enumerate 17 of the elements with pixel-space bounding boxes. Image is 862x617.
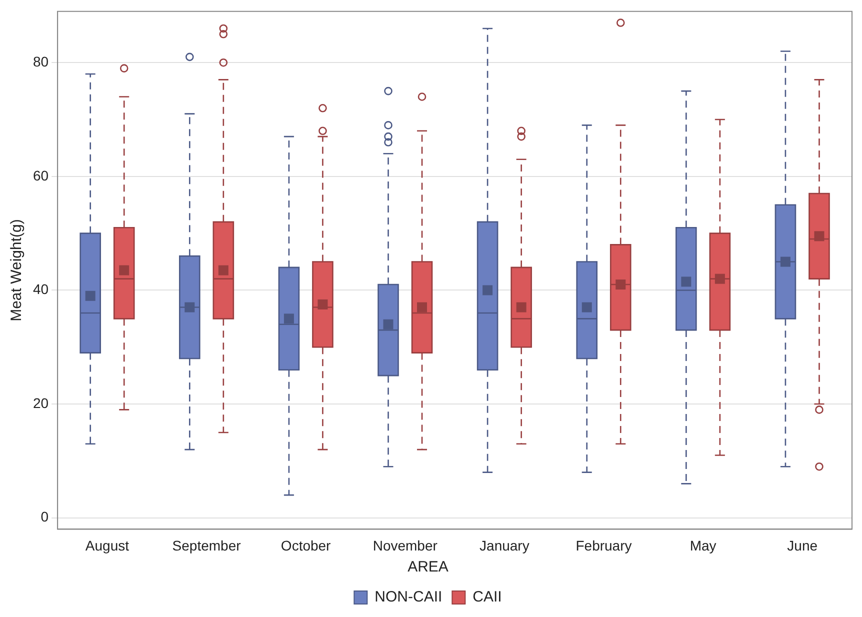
x-tick-label: June [787,537,818,554]
y-tick-label: 60 [32,167,49,184]
x-tick-label: October [280,537,332,554]
y-tick-label: 0 [40,508,49,525]
y-tick-label: 80 [32,53,49,70]
legend-title: AREA [408,558,448,576]
y-tick-label: 40 [32,281,49,298]
y-tick-label: 20 [32,394,49,411]
x-tick-label: November [372,537,438,554]
x-tick-label: February [576,537,632,554]
x-tick-label: January [480,537,530,554]
legend-label: NON-CAII [374,588,442,606]
x-tick-label: August [85,537,130,554]
x-tick-label: May [690,537,716,554]
y-axis-title: Meat Weight(g) [8,219,26,322]
legend-label: CAII [472,588,502,606]
x-tick-label: September [172,537,242,554]
